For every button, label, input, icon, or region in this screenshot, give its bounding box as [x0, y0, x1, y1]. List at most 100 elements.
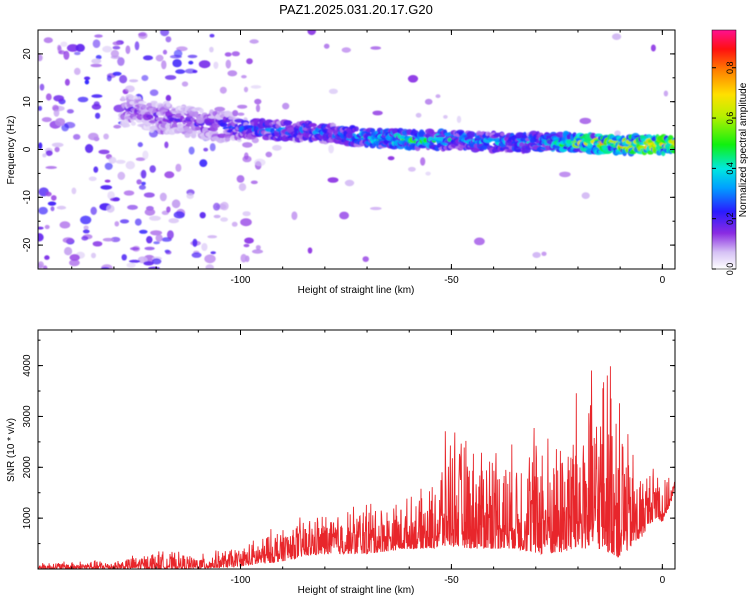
spectrogram-noise-cell — [42, 153, 47, 158]
y-tick-label: 0 — [22, 146, 33, 152]
spectrogram-noise-cell — [81, 236, 89, 241]
spectrogram-noise-cell — [199, 159, 208, 168]
spectrogram-noise-cell — [102, 45, 113, 53]
spectrogram-noise-cell — [117, 171, 126, 180]
spectrogram-noise-cell — [171, 199, 181, 209]
spectrogram-noise-cell — [142, 150, 149, 160]
spectrogram-noise-cell — [119, 219, 130, 224]
snr-y-axis-label: SNR (10 * v/v) — [6, 418, 17, 482]
spectrogram-noise-cell — [225, 59, 231, 69]
spectrogram-noise-cell — [339, 211, 349, 220]
spectrogram-noise-cell — [60, 41, 68, 47]
spectrogram-noise-cell — [238, 183, 247, 192]
spectrogram-noise-cell — [84, 76, 91, 81]
spectrogram-noise-cell — [134, 218, 142, 226]
spectrogram-noise-cell — [39, 83, 45, 91]
spectrogram-noise-cell — [161, 60, 167, 70]
spectrogram-noise-cell — [153, 241, 160, 245]
spectrogram-ridge-cell — [347, 132, 353, 138]
spectrogram-ridge-cell — [192, 129, 198, 135]
spectrogram-noise-cell — [164, 75, 177, 80]
spectrogram-ridge-cell — [199, 108, 204, 114]
spectrogram-ridge-cell — [150, 100, 158, 104]
spectrogram-noise-cell — [254, 158, 266, 167]
spectrogram-noise-cell — [408, 166, 416, 172]
spectrogram-noise-cell — [139, 229, 148, 234]
spectrogram-noise-cell — [69, 259, 80, 267]
spectrogram-noise-cell — [169, 54, 182, 59]
spectrogram-ridge-cell — [194, 111, 199, 116]
spectrogram-noise-cell — [210, 251, 216, 255]
spectrogram-noise-cell — [201, 243, 208, 251]
spectrogram-noise-cell — [203, 147, 209, 152]
spectrogram-noise-cell — [209, 46, 214, 53]
spectrogram-noise-cell — [104, 179, 111, 183]
spectrogram-noise-cell — [204, 254, 216, 264]
spectrogram-noise-cell — [251, 249, 264, 254]
spectrogram-noise-cell — [119, 75, 128, 84]
colorbar-tick-label: 0.4 — [725, 162, 735, 175]
spectrogram-noise-cell — [91, 58, 102, 64]
spectrogram-noise-cell — [213, 202, 221, 211]
spectrogram-noise-cell — [149, 89, 159, 96]
spectrogram-noise-cell — [41, 117, 52, 123]
snr-x-axis-label: Height of straight line (km) — [298, 585, 415, 596]
spectrogram-noise-cell — [612, 33, 622, 40]
spectrogram-noise-cell — [59, 221, 71, 229]
colorbar-tick-label: 0.6 — [725, 112, 735, 125]
spectrogram-noise-cell — [53, 109, 60, 117]
spectrogram-cells — [38, 30, 675, 269]
spectrogram-ridge-cell — [219, 122, 228, 127]
spectrogram-noise-cell — [243, 86, 249, 93]
y-tick-label: 2000 — [22, 456, 33, 479]
spectrogram-ridge-cell — [466, 131, 476, 138]
spectrogram-noise-cell — [57, 44, 62, 51]
spectrogram-noise-cell — [103, 133, 109, 140]
spectrogram-noise-cell — [90, 63, 102, 68]
spectrogram-noise-cell — [165, 36, 172, 43]
spectrogram-ridge-cell — [515, 149, 523, 153]
spectrogram-noise-cell — [88, 176, 97, 182]
spectrogram-noise-cell — [144, 246, 155, 251]
spectrogram-noise-cell — [146, 236, 153, 244]
spectrogram-noise-cell — [128, 259, 141, 263]
spectrogram-noise-cell — [250, 180, 258, 185]
spectrogram-noise-cell — [61, 123, 69, 132]
spectrogram-noise-cell — [244, 237, 254, 244]
spectrogram-noise-cell — [162, 49, 168, 55]
spectrogram-y-axis-label: Frequency (Hz) — [6, 116, 17, 185]
spectrogram-noise-cell — [117, 57, 125, 66]
spectrogram-noise-cell — [143, 55, 153, 61]
spectrogram-noise-cell — [90, 206, 97, 215]
spectrogram-noise-cell — [45, 93, 52, 101]
spectrogram-noise-cell — [155, 54, 164, 62]
spectrogram-noise-cell — [581, 192, 590, 200]
spectrogram-noise-cell — [435, 94, 441, 99]
spectrogram-ridge-cell — [671, 139, 675, 146]
spectrogram-noise-cell — [106, 204, 115, 213]
spectrogram-noise-cell — [38, 206, 48, 215]
spectrogram-noise-cell — [650, 44, 656, 52]
spectrogram-ridge-cell — [555, 131, 566, 138]
spectrogram-noise-cell — [98, 149, 110, 155]
spectrogram-noise-cell — [144, 208, 156, 216]
spectrogram-noise-cell — [126, 262, 136, 268]
spectrogram-noise-cell — [112, 41, 121, 46]
spectrogram-noise-cell — [109, 197, 120, 202]
snr-line-group — [38, 366, 675, 569]
spectrogram-noise-cell — [38, 226, 44, 230]
colorbar-label: Normalized spectral amplitude — [738, 82, 749, 217]
spectrogram-noise-cell — [219, 86, 227, 94]
spectrogram-noise-cell — [88, 132, 99, 141]
spectrogram-noise-cell — [456, 115, 462, 123]
colorbar-tick-label: 0.0 — [725, 263, 735, 276]
spectrogram-noise-cell — [91, 94, 103, 98]
spectrogram-noise-cell — [138, 184, 146, 190]
spectrogram-noise-cell — [242, 211, 251, 217]
spectrogram-noise-cell — [244, 255, 250, 263]
spectrogram-ridge-cell — [129, 101, 136, 105]
spectrogram-noise-cell — [231, 51, 240, 57]
spectrogram-noise-cell — [191, 252, 202, 258]
